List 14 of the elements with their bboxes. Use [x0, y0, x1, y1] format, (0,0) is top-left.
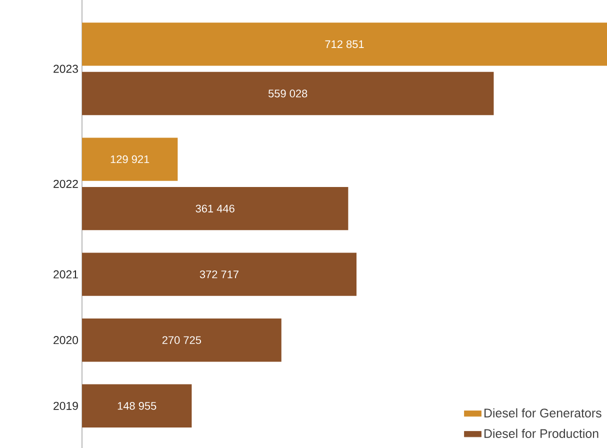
y-tick-label: 2020	[54, 336, 78, 344]
data-label: 270 725	[162, 336, 202, 344]
legend-label: Diesel for Production	[484, 428, 598, 438]
data-label: 559 028	[268, 90, 308, 98]
y-tick-label: 2022	[54, 180, 78, 188]
data-label: 129 921	[110, 155, 150, 164]
data-label: 372 717	[200, 270, 238, 278]
data-label: 361 446	[196, 204, 234, 212]
y-tick-label: 2021	[54, 270, 78, 278]
data-label: 148 955	[118, 402, 156, 410]
y-tick-label: 2019	[54, 402, 78, 410]
y-tick-label: 2023	[54, 64, 78, 73]
legend-label: Diesel for Generators	[484, 408, 602, 418]
data-label: 712 851	[325, 40, 364, 48]
